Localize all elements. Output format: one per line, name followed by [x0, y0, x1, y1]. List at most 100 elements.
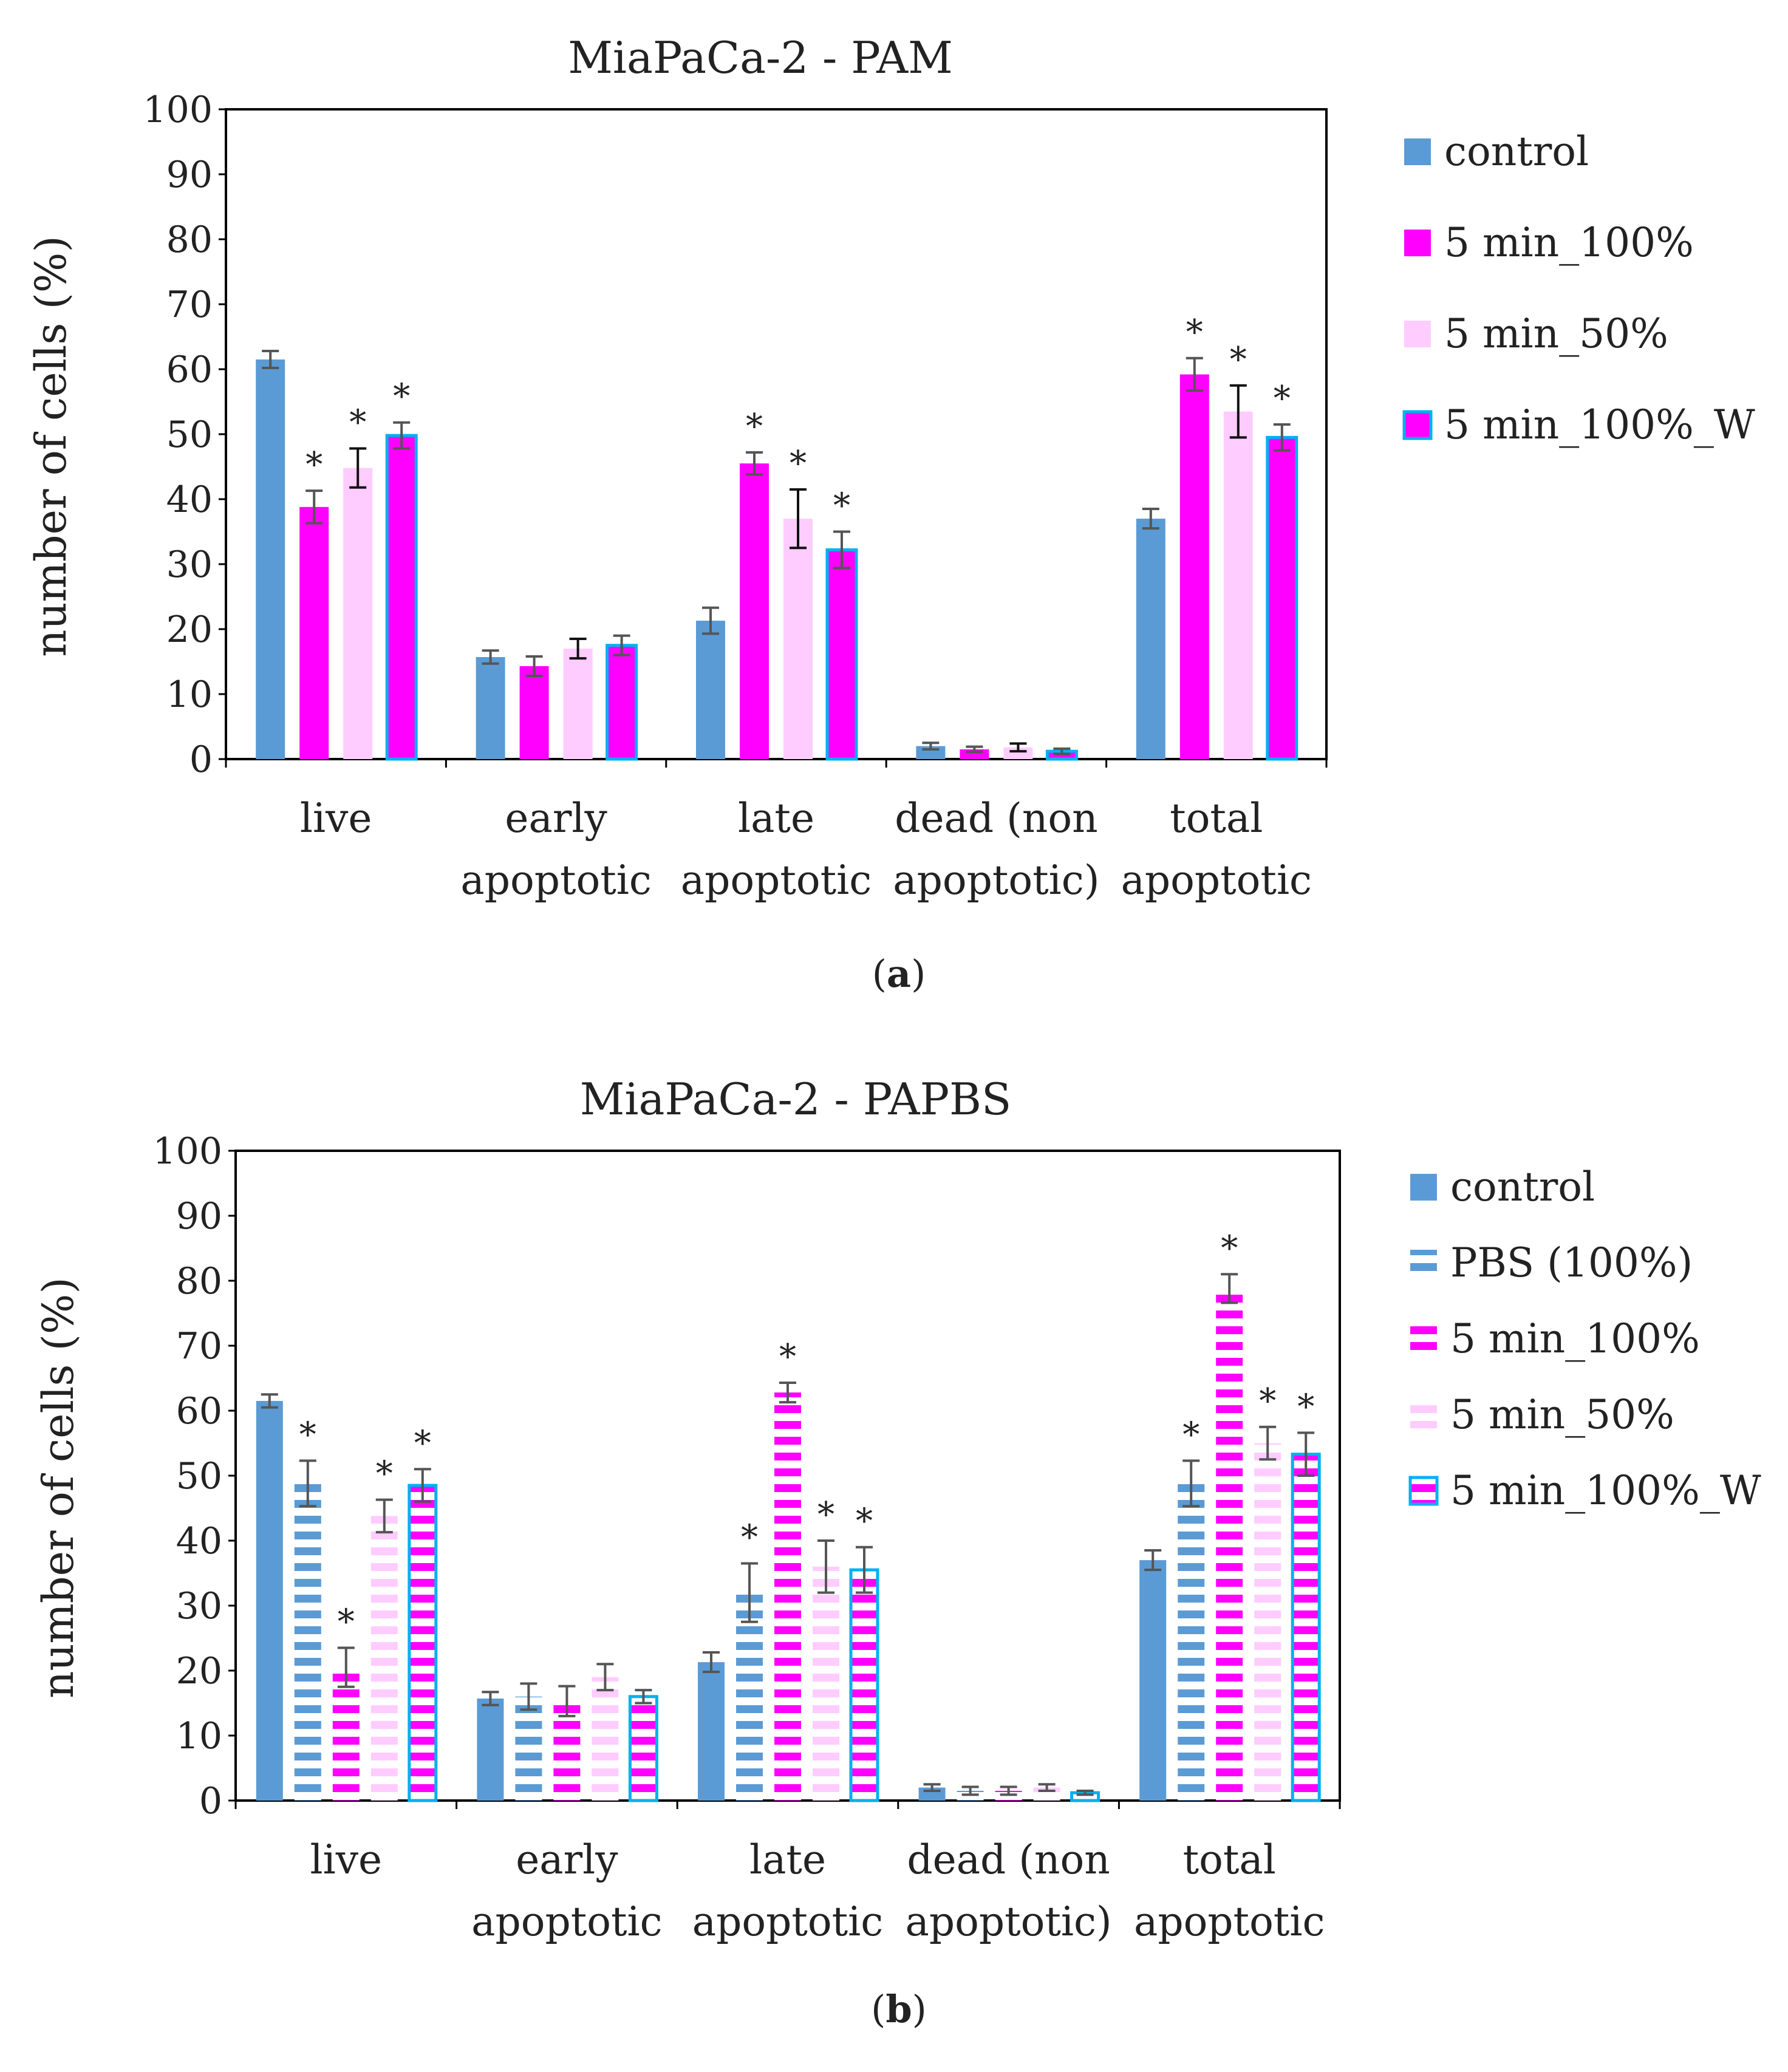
panel-label: (b) [871, 1987, 927, 2031]
legend-swatch [1410, 1174, 1437, 1201]
category-label: apoptotic [681, 857, 872, 904]
y-axis-label: number of cells (%) [33, 1277, 83, 1699]
y-tick-label: 20 [166, 608, 213, 651]
bar [1223, 411, 1253, 759]
category-label: apoptotic [692, 1898, 883, 1945]
significance-marker: * [349, 403, 366, 443]
y-tick-label: 30 [166, 544, 213, 586]
bar [1179, 374, 1209, 759]
bar [343, 468, 373, 759]
legend-entry-label: 5 min_100%_W [1444, 401, 1755, 448]
chart-panel-a: MiaPaCa-2 - PAM 0 10 20 30 40 50 60 70 80 90 100 num… [26, 32, 1755, 996]
legend: control 5 min_100% 5 min_50% 5 min_100%_W [1402, 128, 1755, 448]
significance-marker: * [1297, 1387, 1314, 1426]
legend-swatch [1402, 410, 1433, 440]
significance-marker: * [305, 445, 322, 485]
bar [606, 644, 638, 761]
significance-marker: * [741, 1518, 758, 1557]
legend-swatch [1410, 1402, 1437, 1428]
legend-entry-label: 5 min_100% [1450, 1315, 1700, 1362]
significance-marker: * [1182, 1415, 1199, 1454]
bar [825, 548, 858, 761]
chart-panel-b: MiaPaCa-2 - PAPBS 0 10 20 30 40 50 60 70 80 90 100 n… [33, 1074, 1761, 2031]
panel-label-letter: b [885, 1987, 912, 2031]
y-tick-label: 80 [166, 219, 213, 261]
bar [256, 1400, 283, 1801]
legend-swatch [1404, 138, 1431, 165]
category-label: apoptotic [460, 857, 651, 904]
category-label: apoptotic [471, 1898, 662, 1945]
bar [519, 666, 549, 759]
y-tick-label: 60 [166, 349, 213, 391]
significance-marker: * [746, 407, 763, 446]
bar [849, 1568, 879, 1802]
legend-swatch [1410, 1250, 1437, 1276]
category-label: live [310, 1836, 383, 1883]
bar [1136, 519, 1165, 759]
bar [740, 463, 769, 759]
significance-marker: * [856, 1502, 873, 1541]
legend-entry-label: 5 min_100%_W [1450, 1467, 1761, 1514]
panel-label-close: ) [912, 1987, 927, 2031]
y-tick-label: 10 [176, 1715, 222, 1757]
bar [553, 1701, 581, 1801]
legend-swatch [1404, 230, 1431, 256]
bar [477, 1699, 504, 1801]
bar [1216, 1288, 1243, 1801]
panel-label-close: ) [911, 952, 926, 996]
panel-label: (a) [872, 952, 926, 996]
significance-marker: * [376, 1454, 393, 1494]
y-tick-label: 50 [176, 1455, 222, 1498]
significance-marker: * [1186, 313, 1203, 352]
bar [1178, 1483, 1205, 1801]
y-tick-label: 30 [176, 1585, 222, 1627]
significance-marker: * [1221, 1229, 1238, 1268]
bar [698, 1662, 725, 1801]
bar [628, 1695, 658, 1802]
panel-label-open: ( [872, 952, 887, 996]
legend-entry-label: control [1450, 1164, 1595, 1210]
significance-marker: * [833, 486, 850, 526]
significance-marker: * [779, 1337, 796, 1377]
category-label: dead (non [895, 795, 1097, 842]
panel-label-open: ( [871, 1987, 885, 2031]
significance-marker: * [1259, 1382, 1276, 1421]
category-label: early [516, 1836, 618, 1883]
bar [476, 657, 505, 759]
panels: MiaPaCa-2 - PAM 0 10 20 30 40 50 60 70 80 90 100 num… [26, 32, 1761, 2031]
category-label: late [738, 795, 814, 842]
y-axis-label: number of cells (%) [26, 236, 76, 657]
y-tick-label: 100 [152, 1130, 222, 1173]
significance-marker: * [299, 1415, 316, 1454]
chart-title: MiaPaCa-2 - PAM [568, 32, 953, 83]
significance-marker: * [393, 377, 410, 417]
legend-entry-label: PBS (100%) [1450, 1239, 1693, 1286]
bar [299, 506, 329, 759]
bar [736, 1592, 763, 1801]
y-tick-label: 0 [199, 1780, 222, 1822]
significance-marker: * [1274, 379, 1291, 418]
legend: control PBS (100%) 5 min_100% 5 min_50% 5 mi… [1408, 1164, 1761, 1514]
legend-entry-label: 5 min_50% [1444, 310, 1668, 357]
bar [1266, 435, 1298, 761]
y-tick-label: 70 [176, 1325, 222, 1368]
y-tick-label: 80 [176, 1260, 222, 1303]
y-tick-label: 90 [166, 154, 213, 196]
category-label: total [1183, 1836, 1276, 1883]
category-label: total [1170, 795, 1263, 842]
category-label: dead (non [907, 1836, 1110, 1883]
category-label: early [505, 795, 607, 842]
bar [385, 434, 418, 761]
legend-swatch [1408, 1476, 1439, 1506]
bar [332, 1667, 360, 1801]
bar [256, 359, 285, 759]
y-tick-label: 20 [176, 1650, 222, 1692]
significance-marker: * [414, 1423, 431, 1463]
category-label: apoptotic [1134, 1898, 1325, 1945]
category-label: live [300, 795, 372, 842]
y-tick-label: 40 [166, 479, 213, 521]
panel-label-letter: a [887, 952, 911, 996]
bar [1254, 1443, 1281, 1801]
legend-entry-label: 5 min_100% [1444, 219, 1694, 266]
